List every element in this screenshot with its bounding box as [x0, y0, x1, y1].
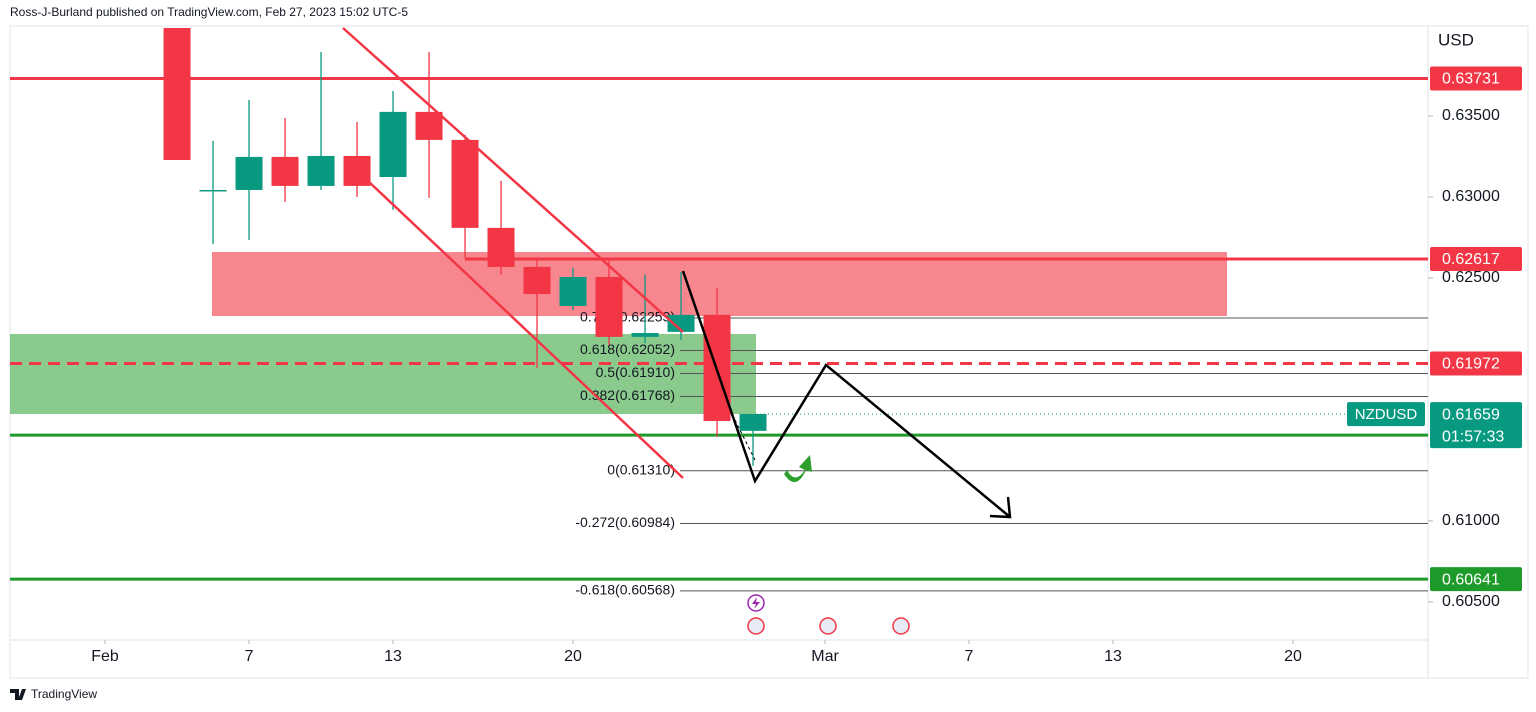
flag-icons: [747, 617, 910, 635]
candle-body: [667, 314, 695, 332]
candle-body: [523, 266, 551, 294]
y-tick-label: 0.61000: [1442, 512, 1500, 529]
candle-body: [199, 189, 227, 192]
brand: TradingView: [10, 687, 97, 701]
level-label-box: [1430, 567, 1522, 592]
fib-label: 0.5(0.61910): [596, 364, 675, 380]
axes: 0.63500 0.63000 0.62500 0.61000 0.60500 Feb 7 1…: [91, 66, 1522, 665]
level-label-box: [1430, 66, 1522, 91]
brand-logo: [10, 689, 26, 700]
level-label: 0.62617: [1442, 251, 1500, 268]
arrow-head: [989, 496, 1012, 519]
fib-label: 0(0.61310): [607, 461, 675, 477]
symbol-label-box: [1347, 402, 1425, 427]
candle-body: [379, 111, 407, 178]
countdown: 01:57:33: [1442, 428, 1504, 445]
x-tick-label: Feb: [91, 648, 119, 665]
green-arrow: [784, 455, 812, 483]
level-label: 0.63731: [1442, 71, 1500, 88]
support-zone: [10, 334, 756, 414]
last-price-label: 0.61659: [1442, 406, 1500, 423]
level-label-box: [1430, 246, 1522, 271]
fib-label: 0.618(0.62052): [580, 341, 675, 357]
y-tick-label: 0.63500: [1442, 107, 1500, 124]
x-tick-label: 13: [384, 648, 402, 665]
candle-body: [451, 139, 479, 228]
dashed-guide: [734, 419, 756, 461]
candle-body: [343, 155, 371, 186]
candle-body: [271, 156, 299, 186]
channel-upper: [342, 27, 684, 333]
level-label: 0.61972: [1442, 356, 1500, 373]
projection-path: [681, 270, 1011, 518]
x-tick-label: 20: [564, 648, 582, 665]
channel-lower: [367, 180, 684, 479]
level-label-box: [1430, 351, 1522, 376]
symbol-label: NZDUSD: [1355, 406, 1418, 423]
y-tick-label: 0.63000: [1442, 188, 1500, 205]
event-icon[interactable]: [892, 617, 910, 635]
publisher: Ross-J-Burland published on TradingView.…: [10, 5, 408, 19]
resistance-zone: [212, 252, 1227, 316]
event-icon[interactable]: [819, 617, 837, 635]
fib-label: 0.382(0.61768): [580, 387, 675, 403]
candle-body: [487, 227, 515, 267]
candle-body: [631, 333, 659, 337]
last-price-box: [1430, 402, 1522, 449]
y-tick-label: 0.62500: [1442, 269, 1500, 286]
x-tick-label: 20: [1284, 648, 1302, 665]
candle-body: [739, 414, 767, 431]
level-label: 0.60641: [1442, 571, 1500, 588]
y-tick-label: 0.60500: [1442, 593, 1500, 610]
event-icons: [747, 594, 910, 635]
brand-name: TradingView: [31, 687, 97, 701]
candle-body: [163, 27, 191, 161]
zones: [10, 252, 1227, 414]
x-tick-label: 13: [1104, 648, 1122, 665]
event-icon[interactable]: [747, 617, 765, 635]
candles: [163, 27, 767, 466]
candle-body: [235, 156, 263, 190]
fib-label: -0.272(0.60984): [575, 514, 675, 530]
x-tick-label: 7: [245, 648, 254, 665]
event-icon-bolt: [752, 597, 760, 609]
currency: USD: [1438, 30, 1474, 49]
candle-body: [595, 276, 623, 337]
candle-body: [307, 155, 335, 186]
candle-body: [559, 276, 587, 306]
fib-label: -0.618(0.60568): [575, 582, 675, 598]
drawings: [342, 27, 1012, 519]
x-tick-label: 7: [965, 648, 974, 665]
candle-body: [415, 111, 443, 140]
x-tick-label: Mar: [811, 648, 839, 665]
